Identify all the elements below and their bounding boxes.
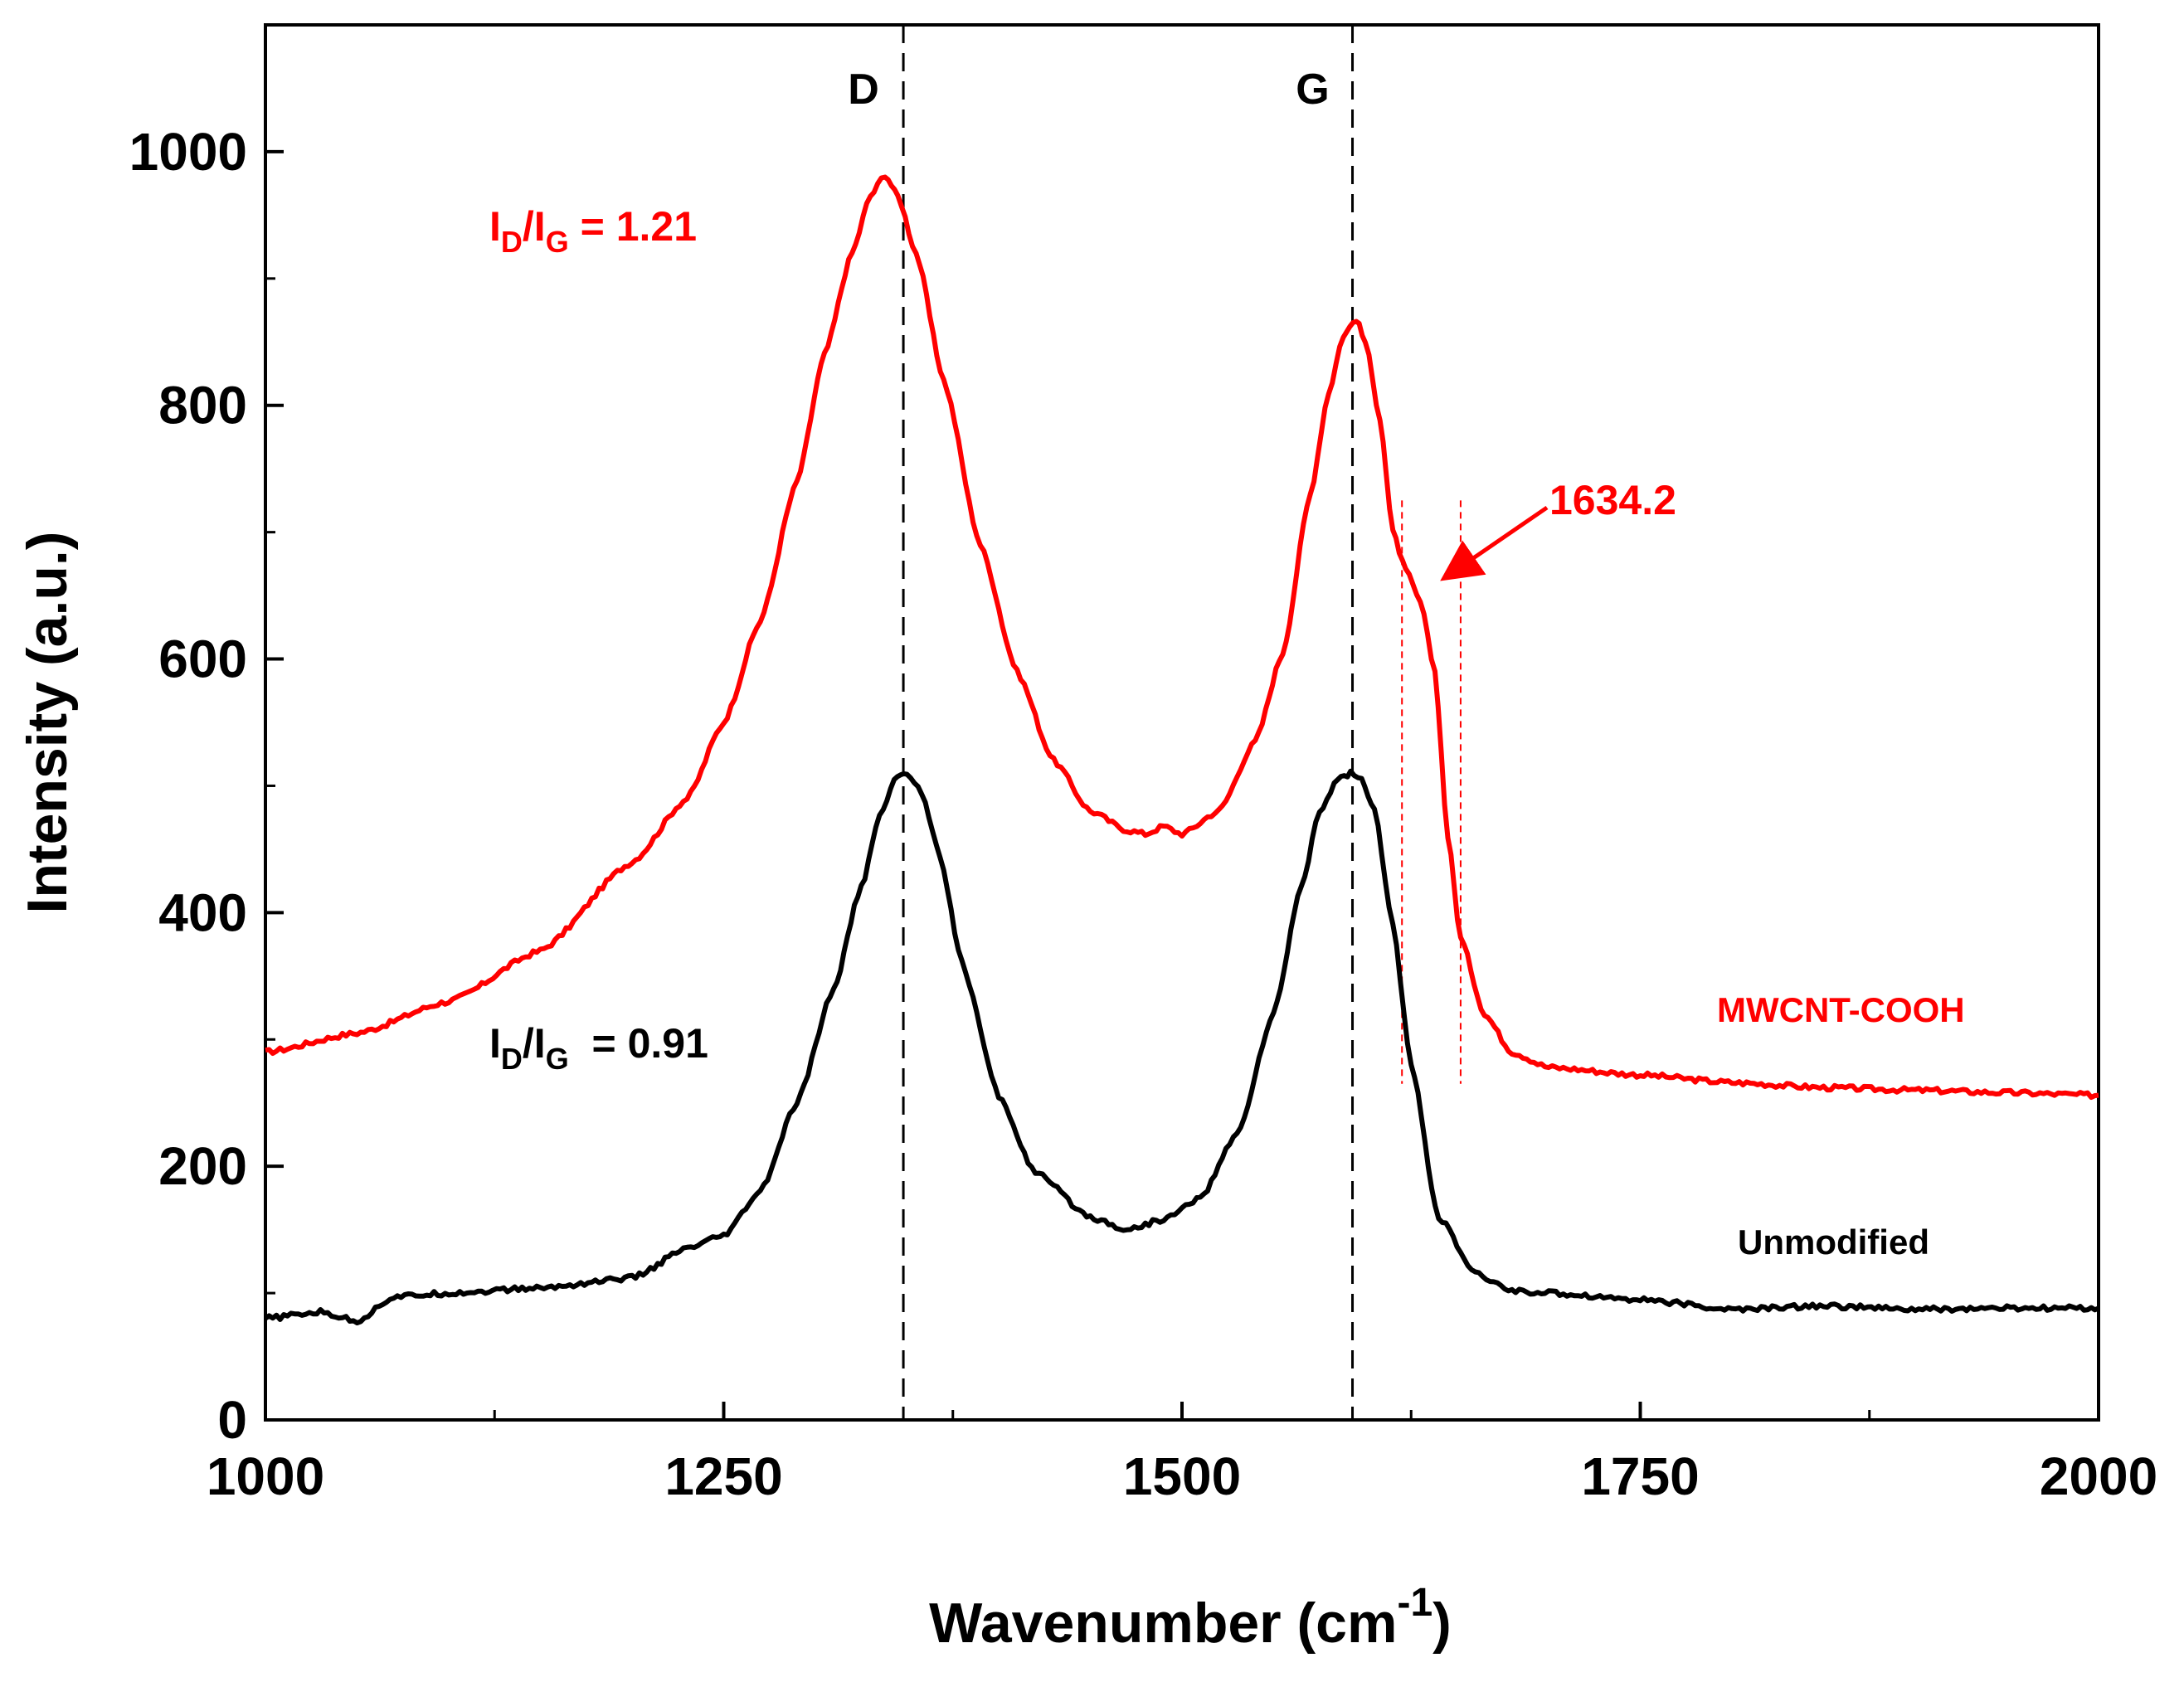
y-axis-title: Intensity (a.u.) <box>16 532 79 914</box>
x-tick-label: 1250 <box>664 1446 782 1506</box>
y-tick-label: 800 <box>158 376 247 435</box>
shoulder-reference-lines <box>1401 500 1462 1084</box>
y-tick-label: 600 <box>158 630 247 689</box>
x-axis-title: Wavenumber (cm-1) <box>929 1581 1452 1655</box>
x-tick-label: 2000 <box>2040 1446 2157 1506</box>
shoulder-value-label: 1634.2 <box>1549 477 1676 523</box>
red-ratio-annotation: ID/IG = 1.21 <box>489 203 697 259</box>
y-tick-label: 400 <box>158 882 247 942</box>
peak-label-d: D <box>848 66 879 114</box>
peak-label-g: G <box>1296 66 1329 114</box>
peak-reference-lines <box>902 25 1355 1420</box>
x-tick-label: 1500 <box>1123 1446 1241 1506</box>
series-line-unmodified <box>264 768 2100 1325</box>
y-axis-ticks: 0 200 400 600 800 1000 <box>129 122 284 1450</box>
series-label-mwcnt-cooh: MWCNT-COOH <box>1717 990 1965 1029</box>
y-tick-label: 200 <box>158 1136 247 1196</box>
black-ratio-annotation: ID/IG = 0.91 <box>489 1020 708 1076</box>
series-layer <box>264 174 2100 1325</box>
shoulder-arrow <box>1440 505 1549 581</box>
y-tick-label: 1000 <box>129 122 247 182</box>
series-line-mwcnt-cooh <box>265 174 2099 1101</box>
x-axis-ticks: 1000 1250 1500 1750 2000 <box>207 1402 2157 1506</box>
series-label-unmodified: Unmodified <box>1738 1223 1929 1262</box>
x-tick-label: 1750 <box>1581 1446 1699 1506</box>
y-tick-label: 0 <box>217 1390 247 1450</box>
x-tick-label: 1000 <box>207 1446 324 1506</box>
